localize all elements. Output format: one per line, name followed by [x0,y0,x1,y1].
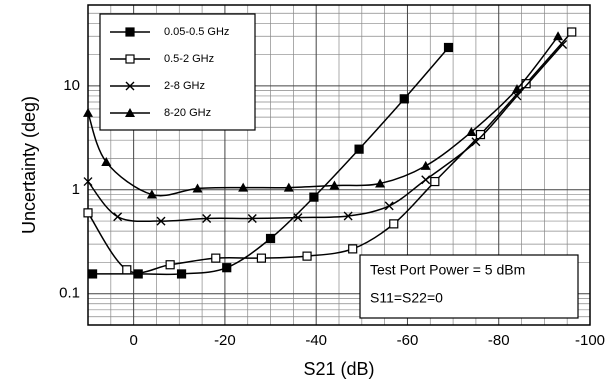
marker [176,269,187,279]
marker [283,182,294,192]
series-line [88,44,564,223]
legend-marker [125,27,135,37]
legend-marker [125,54,135,64]
marker [113,212,123,222]
y-tick-label: 1 [72,181,80,198]
marker [238,182,249,192]
x-tick-label: 0 [129,332,137,349]
marker [211,253,221,263]
legend-marker [125,108,135,117]
marker [553,31,564,41]
marker [156,216,166,226]
plot-frame [87,4,591,326]
marker [567,27,577,37]
x-tick-label: -20 [214,332,236,349]
marker [354,144,364,154]
marker [265,233,276,244]
marker [309,192,319,202]
marker [399,94,409,104]
series-line [88,31,573,274]
legend-label: 0.05-0.5 GHz [164,26,229,38]
marker [443,42,454,53]
marker [421,175,431,185]
marker [375,178,386,188]
x-tick-label: -60 [397,332,419,349]
x-axis-label: S21 (dB) [303,359,374,379]
marker [146,189,157,199]
marker [512,91,522,101]
legend-marker [125,81,135,91]
marker [133,269,143,279]
marker [256,253,267,263]
marker [384,201,394,211]
marker [420,160,431,170]
marker [192,183,203,193]
annotation-box [359,254,579,319]
y-tick-label: 0.1 [59,285,80,302]
marker [122,265,132,275]
marker [348,244,358,254]
legend-label: 2-8 GHz [164,80,205,92]
marker [83,208,93,218]
x-tick-label: -40 [305,332,327,349]
y-tick-label: 10 [63,77,80,94]
marker [293,213,303,223]
marker [87,269,98,279]
marker [83,107,93,117]
annotation: S11=S22=0 [370,290,443,306]
marker [389,219,399,229]
x-tick-label: -80 [488,332,510,349]
marker [202,213,212,223]
series-line [88,35,559,197]
marker [558,40,568,50]
marker [247,213,257,223]
marker [165,260,175,270]
marker [222,263,232,273]
marker [511,84,522,94]
marker [101,157,112,167]
marker [430,176,440,187]
marker [475,129,486,140]
legend-label: 0.5-2 GHz [164,53,214,65]
marker [302,251,312,261]
marker [466,126,477,136]
legend-label: 8-20 GHz [164,107,211,119]
marker [343,211,353,221]
marker [83,177,93,187]
marker [329,180,340,190]
annotation: Test Port Power = 5 dBm [370,262,525,278]
y-axis-label: Uncertainty (deg) [19,96,39,234]
x-tick-label: -100 [575,332,605,349]
marker [471,137,481,147]
